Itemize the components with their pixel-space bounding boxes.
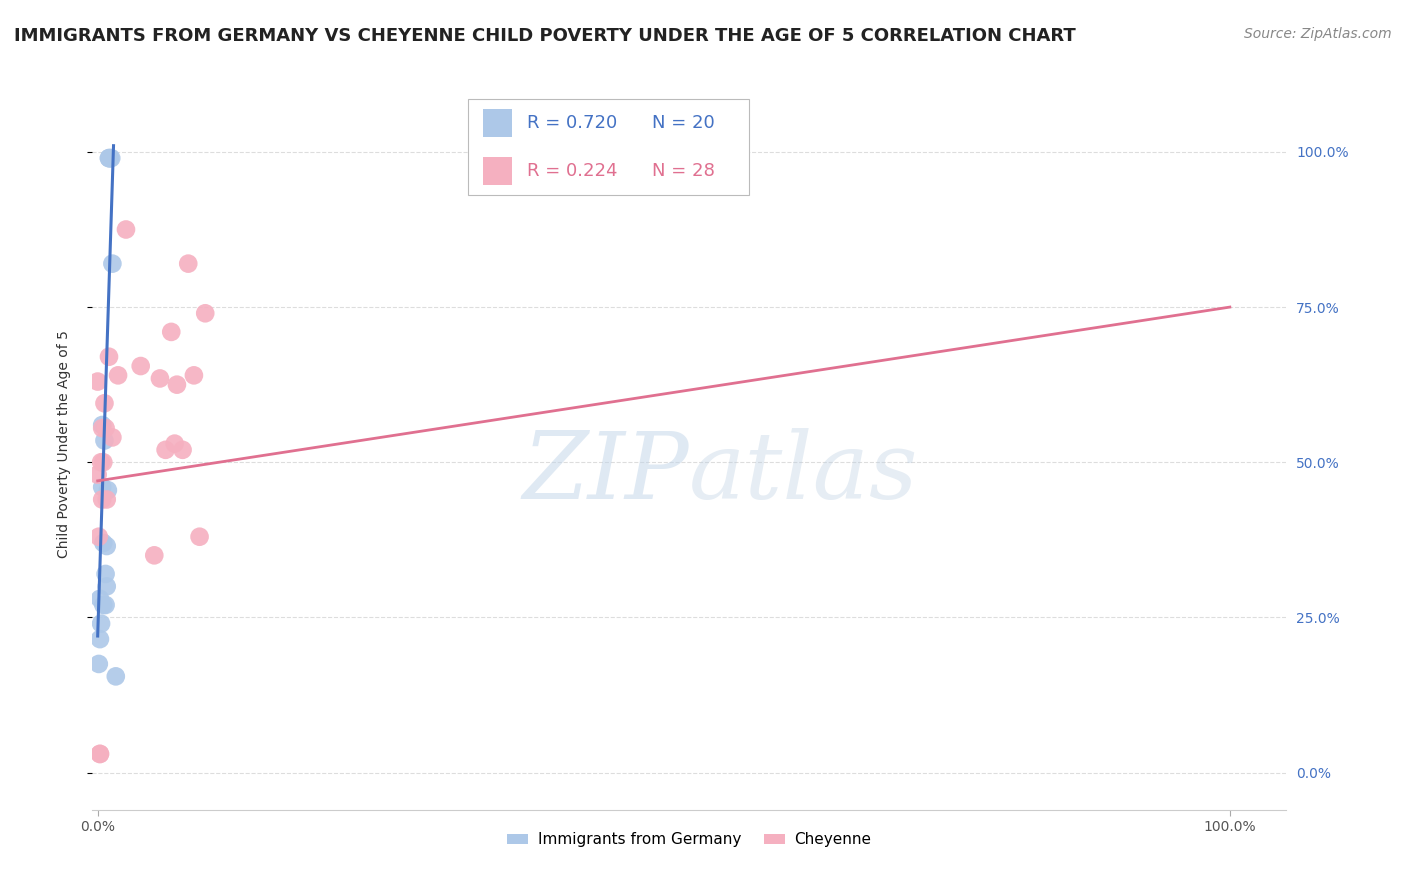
Text: R = 0.720: R = 0.720 [527, 114, 617, 132]
Point [91, 492, 114, 507]
Point [115, 222, 138, 236]
Text: N = 28: N = 28 [652, 161, 716, 180]
Point [89, 591, 111, 606]
Point [93, 396, 115, 410]
Point [91, 598, 114, 612]
Point [172, 442, 194, 457]
Point [98, 151, 121, 165]
Point [183, 368, 205, 383]
Point [91, 421, 114, 435]
Point [177, 257, 200, 271]
Point [101, 257, 124, 271]
Point [86, 467, 108, 482]
Text: Source: ZipAtlas.com: Source: ZipAtlas.com [1244, 27, 1392, 41]
Point [194, 306, 217, 320]
Point [96, 579, 118, 593]
Point [129, 359, 152, 373]
Point [91, 417, 114, 432]
Point [94, 598, 117, 612]
Point [89, 747, 111, 761]
Point [149, 371, 172, 385]
Point [188, 530, 211, 544]
Point [143, 549, 166, 563]
Legend: Immigrants from Germany, Cheyenne: Immigrants from Germany, Cheyenne [501, 826, 877, 854]
Text: R = 0.224: R = 0.224 [527, 161, 617, 180]
Point [98, 350, 121, 364]
Point [98, 151, 121, 165]
Text: ZIP: ZIP [523, 428, 689, 518]
FancyBboxPatch shape [482, 157, 512, 185]
Point [155, 442, 177, 457]
Point [166, 377, 188, 392]
Point [100, 151, 122, 165]
Point [90, 616, 112, 631]
Point [104, 669, 127, 683]
Point [101, 430, 124, 444]
FancyBboxPatch shape [468, 99, 749, 194]
Point [90, 455, 112, 469]
Point [91, 480, 114, 494]
Point [89, 747, 111, 761]
FancyBboxPatch shape [482, 110, 512, 137]
Point [160, 325, 183, 339]
Point [97, 483, 120, 498]
Point [93, 434, 115, 448]
Y-axis label: Child Poverty Under the Age of 5: Child Poverty Under the Age of 5 [58, 330, 72, 558]
Text: atlas: atlas [689, 428, 918, 518]
Point [91, 536, 114, 550]
Point [107, 368, 129, 383]
Point [89, 632, 111, 647]
Point [86, 375, 108, 389]
Text: N = 20: N = 20 [652, 114, 716, 132]
Point [96, 539, 118, 553]
Point [94, 566, 117, 581]
Point [94, 421, 117, 435]
Point [87, 657, 110, 671]
Point [96, 492, 118, 507]
Text: IMMIGRANTS FROM GERMANY VS CHEYENNE CHILD POVERTY UNDER THE AGE OF 5 CORRELATION: IMMIGRANTS FROM GERMANY VS CHEYENNE CHIL… [14, 27, 1076, 45]
Point [98, 151, 121, 165]
Point [87, 530, 110, 544]
Point [91, 455, 114, 469]
Point [163, 436, 186, 450]
